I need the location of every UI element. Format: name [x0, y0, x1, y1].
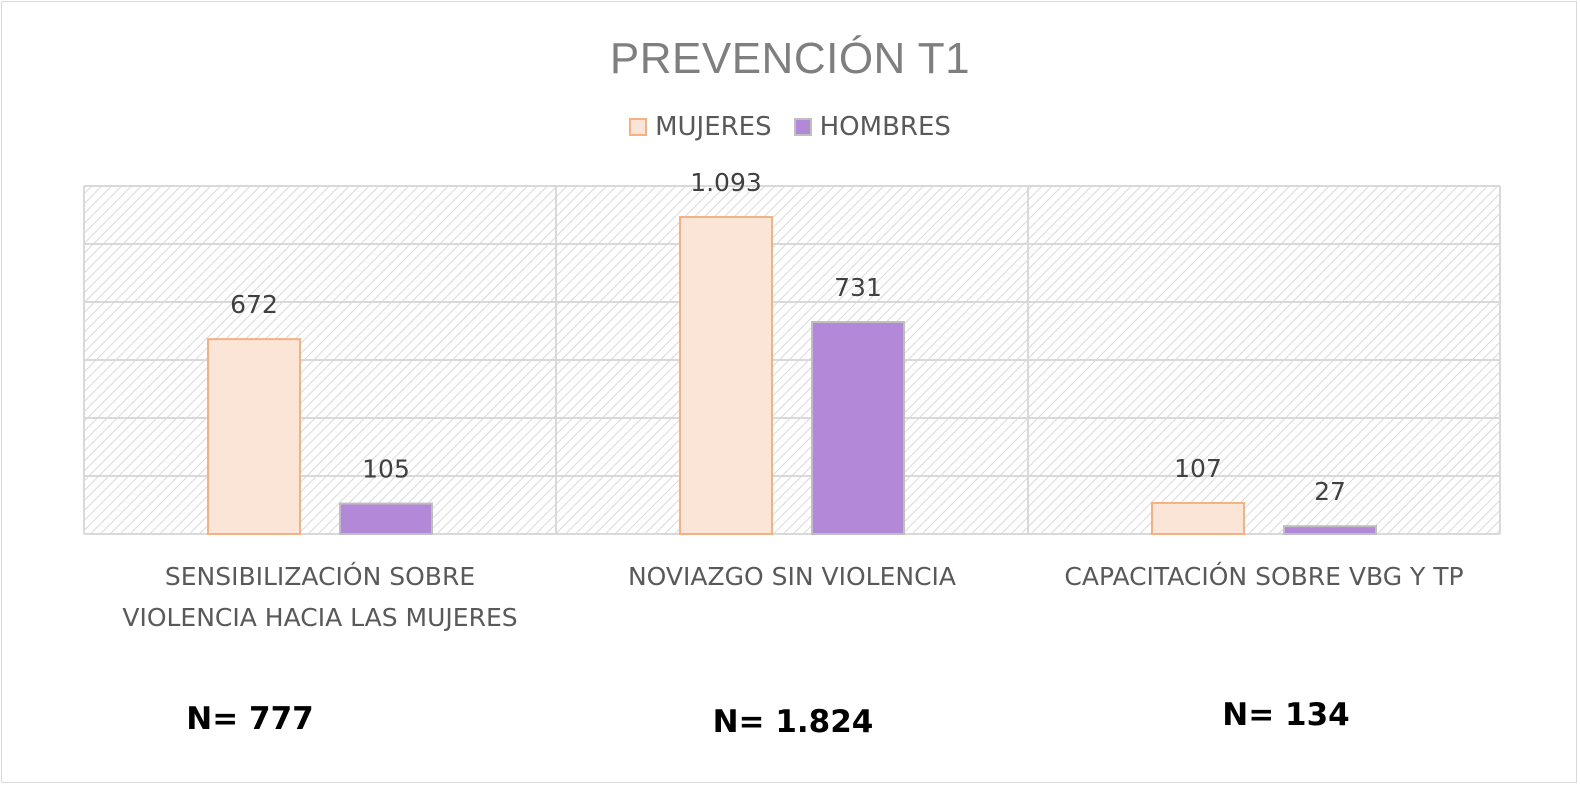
legend-item-mujeres: MUJERES: [629, 112, 772, 142]
legend-swatch-mujeres: [629, 118, 648, 136]
data-label-mujeres-1: 672: [230, 290, 278, 319]
bar-mujeres-3: [1151, 501, 1245, 536]
legend-swatch-hombres: [793, 118, 812, 136]
category-label-2-line-1: NOVIAZGO SIN VIOLENCIA: [627, 562, 957, 591]
category-label-1: SENSIBILIZACIÓN SOBRE VIOLENCIA HACIA LA…: [84, 556, 556, 638]
bar-mujeres-1: [207, 338, 301, 535]
category-label-1-line-1: SENSIBILIZACIÓN SOBRE: [164, 562, 476, 591]
legend: MUJERES HOMBRES: [0, 112, 1580, 142]
category-label-2: NOVIAZGO SIN VIOLENCIA: [556, 556, 1028, 597]
total-label-1: N= 777: [186, 701, 314, 737]
legend-label-mujeres: MUJERES: [655, 112, 772, 142]
legend-item-hombres: HOMBRES: [793, 112, 951, 142]
bar-hombres-1: [339, 502, 433, 535]
chart-title: PREVENCIÓN T1: [609, 34, 971, 83]
data-label-hombres-1: 105: [362, 455, 410, 484]
data-label-hombres-3: 27: [1314, 477, 1346, 506]
category-label-1-line-2: VIOLENCIA HACIA LAS MUJERES: [122, 603, 518, 632]
data-label-mujeres-2: 1.093: [690, 168, 762, 197]
data-label-mujeres-3: 107: [1174, 454, 1222, 483]
bar-hombres-3: [1283, 525, 1377, 535]
bar-mujeres-2: [679, 216, 773, 535]
total-label-3: N= 134: [1222, 697, 1350, 733]
data-label-hombres-2: 731: [834, 273, 882, 302]
category-label-3-line-1: CAPACITACIÓN SOBRE VBG Y TP: [1064, 562, 1464, 591]
total-label-2: N= 1.824: [712, 704, 874, 740]
category-label-3: CAPACITACIÓN SOBRE VBG Y TP: [1028, 556, 1500, 597]
legend-label-hombres: HOMBRES: [819, 112, 951, 142]
bar-hombres-2: [811, 321, 905, 536]
